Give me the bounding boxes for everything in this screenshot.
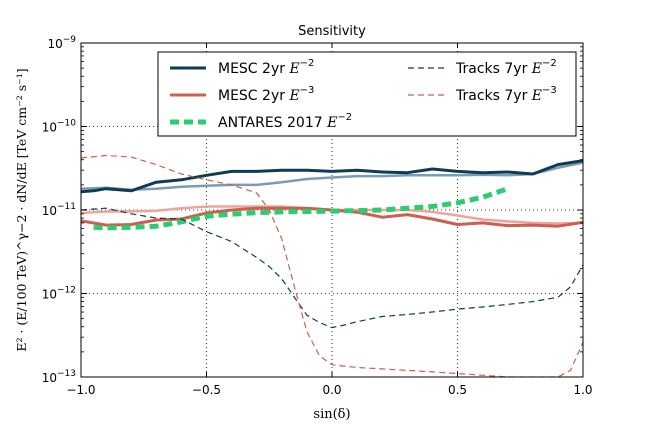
series-line-0 bbox=[81, 159, 583, 194]
x-tick-label: 0.0 bbox=[322, 383, 341, 397]
legend-label-r1: Tracks 7yr E−3 bbox=[455, 85, 557, 104]
legend: MESC 2yr E−2 MESC 2yr E−3 ANTARES 2017 E−2… bbox=[157, 51, 577, 137]
y-tick-label: 10−9 bbox=[47, 35, 76, 51]
series-layer bbox=[81, 154, 583, 377]
series-line-1 bbox=[81, 161, 583, 191]
x-tick-label: −0.5 bbox=[192, 383, 221, 397]
legend-label-l0: MESC 2yr E−2 bbox=[218, 58, 314, 77]
legend-label-r0: Tracks 7yr E−2 bbox=[455, 58, 557, 77]
axis-ticks: −1.0 −0.5 0.0 0.5 1.0 10−9 10−10 10−11 10−12 10−1… bbox=[42, 35, 593, 397]
y-tick-label: 10−13 bbox=[42, 369, 76, 385]
series-line-4 bbox=[93, 186, 509, 231]
y-tick-label: 10−11 bbox=[42, 202, 76, 218]
x-axis-label: sin(δ) bbox=[313, 407, 350, 422]
series-line-5 bbox=[81, 207, 583, 329]
series-line-6 bbox=[81, 154, 583, 377]
x-tick-label: 1.0 bbox=[573, 383, 592, 397]
y-tick-label: 10−10 bbox=[42, 119, 77, 135]
legend-box bbox=[157, 51, 577, 137]
x-tick-label: −1.0 bbox=[66, 383, 95, 397]
x-tick-label: 0.5 bbox=[448, 383, 467, 397]
chart-title: Sensitivity bbox=[298, 24, 366, 39]
legend-label-l2: ANTARES 2017 E−2 bbox=[218, 112, 352, 131]
y-tick-label: 10−12 bbox=[42, 286, 76, 302]
y-axis-label: E² · (E/100 TeV)^γ−2 · dN/dE [TeV cm⁻² s… bbox=[14, 68, 29, 351]
legend-label-l1: MESC 2yr E−3 bbox=[218, 85, 314, 104]
